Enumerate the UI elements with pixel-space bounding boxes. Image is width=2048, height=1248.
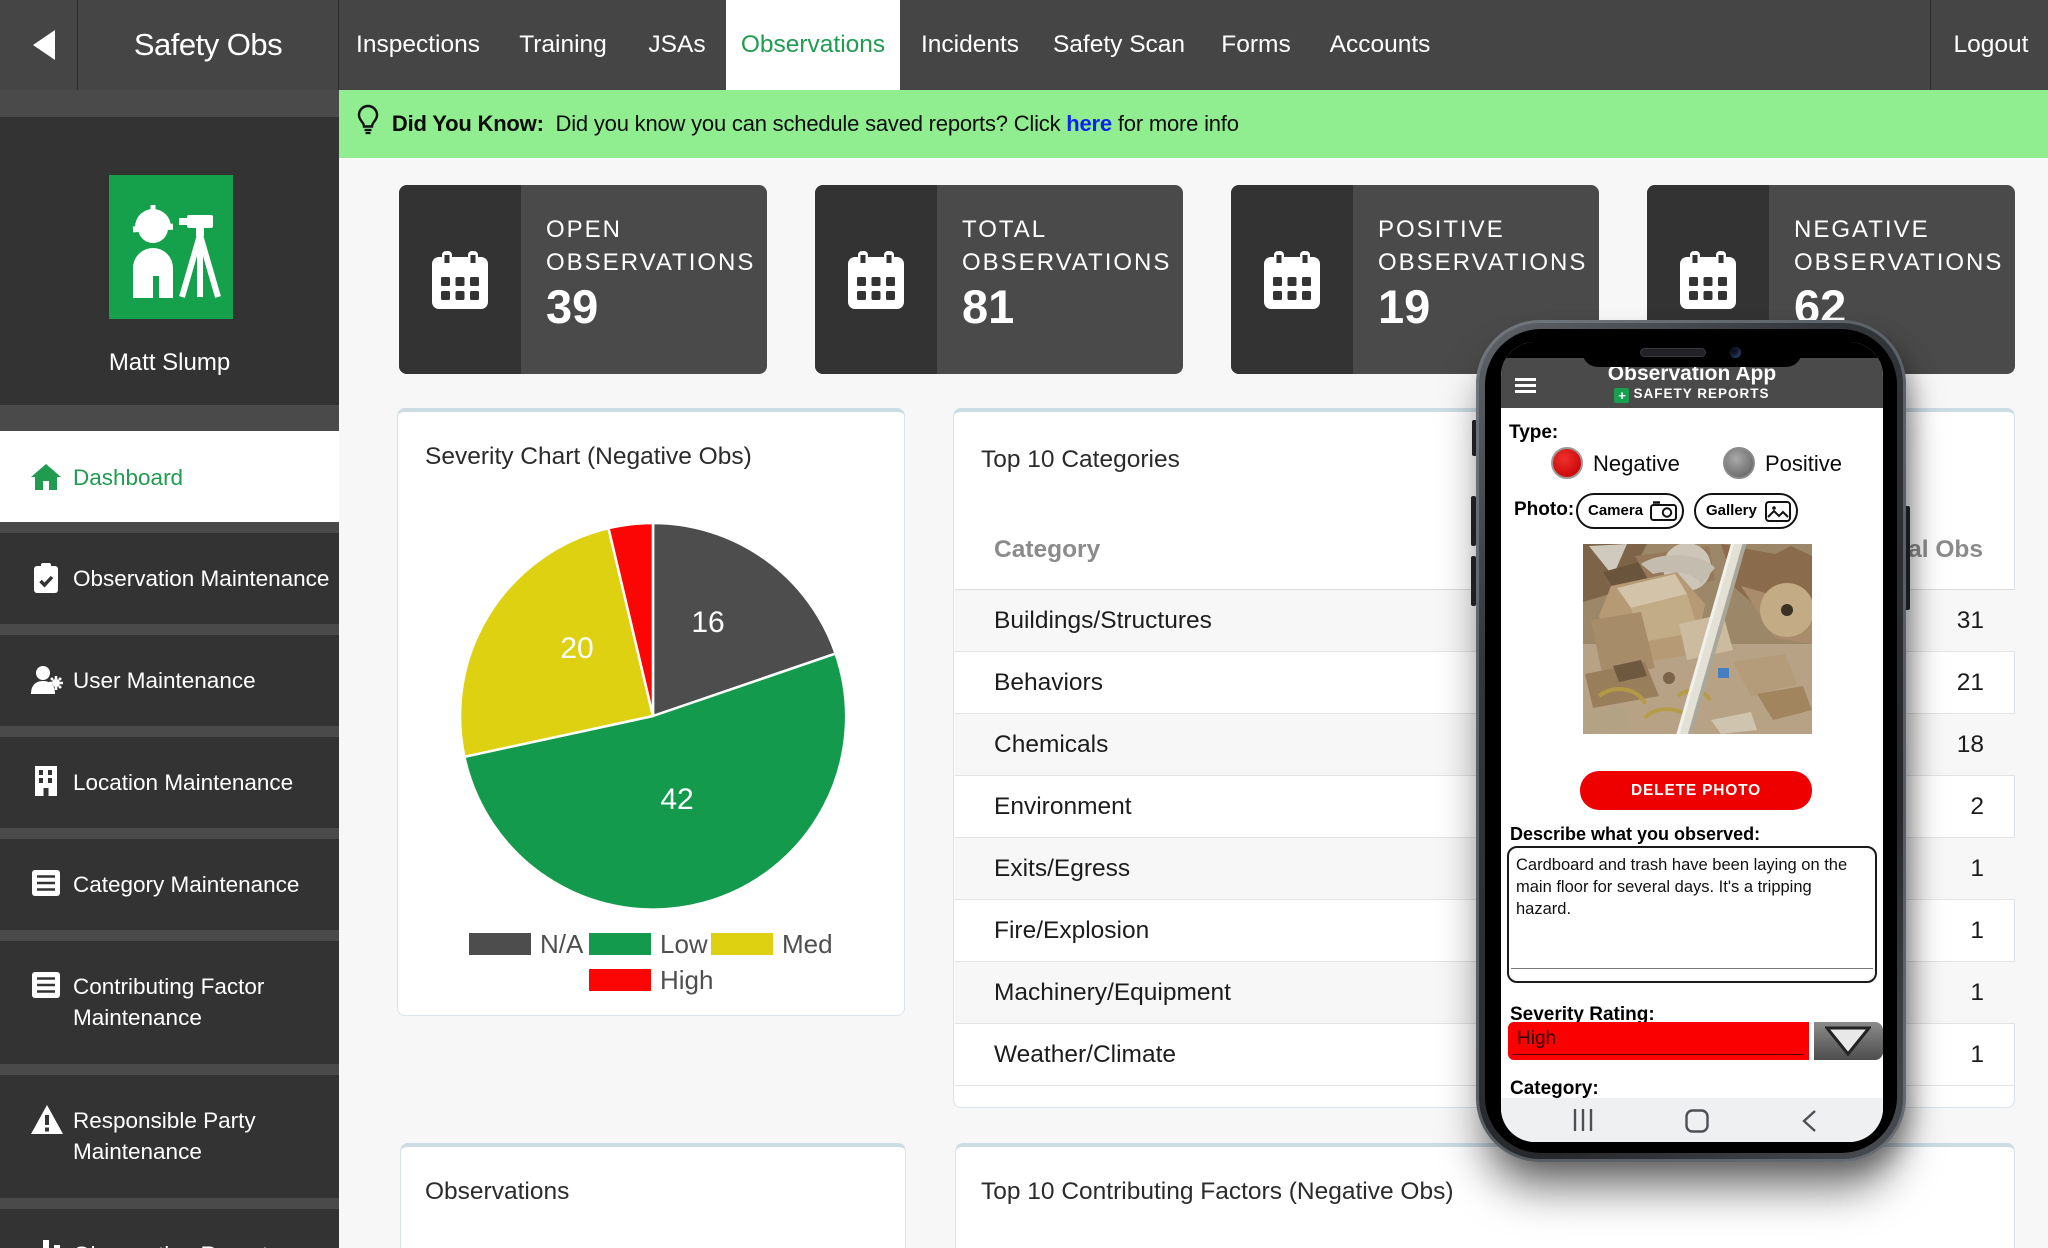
svg-text:N/A: N/A [540, 929, 584, 959]
svg-text:Low: Low [660, 929, 708, 959]
svg-text:16: 16 [691, 606, 724, 639]
svg-text:42: 42 [660, 783, 693, 816]
svg-text:High: High [660, 965, 713, 995]
svg-text:Med: Med [782, 929, 833, 959]
svg-text:20: 20 [560, 632, 593, 665]
